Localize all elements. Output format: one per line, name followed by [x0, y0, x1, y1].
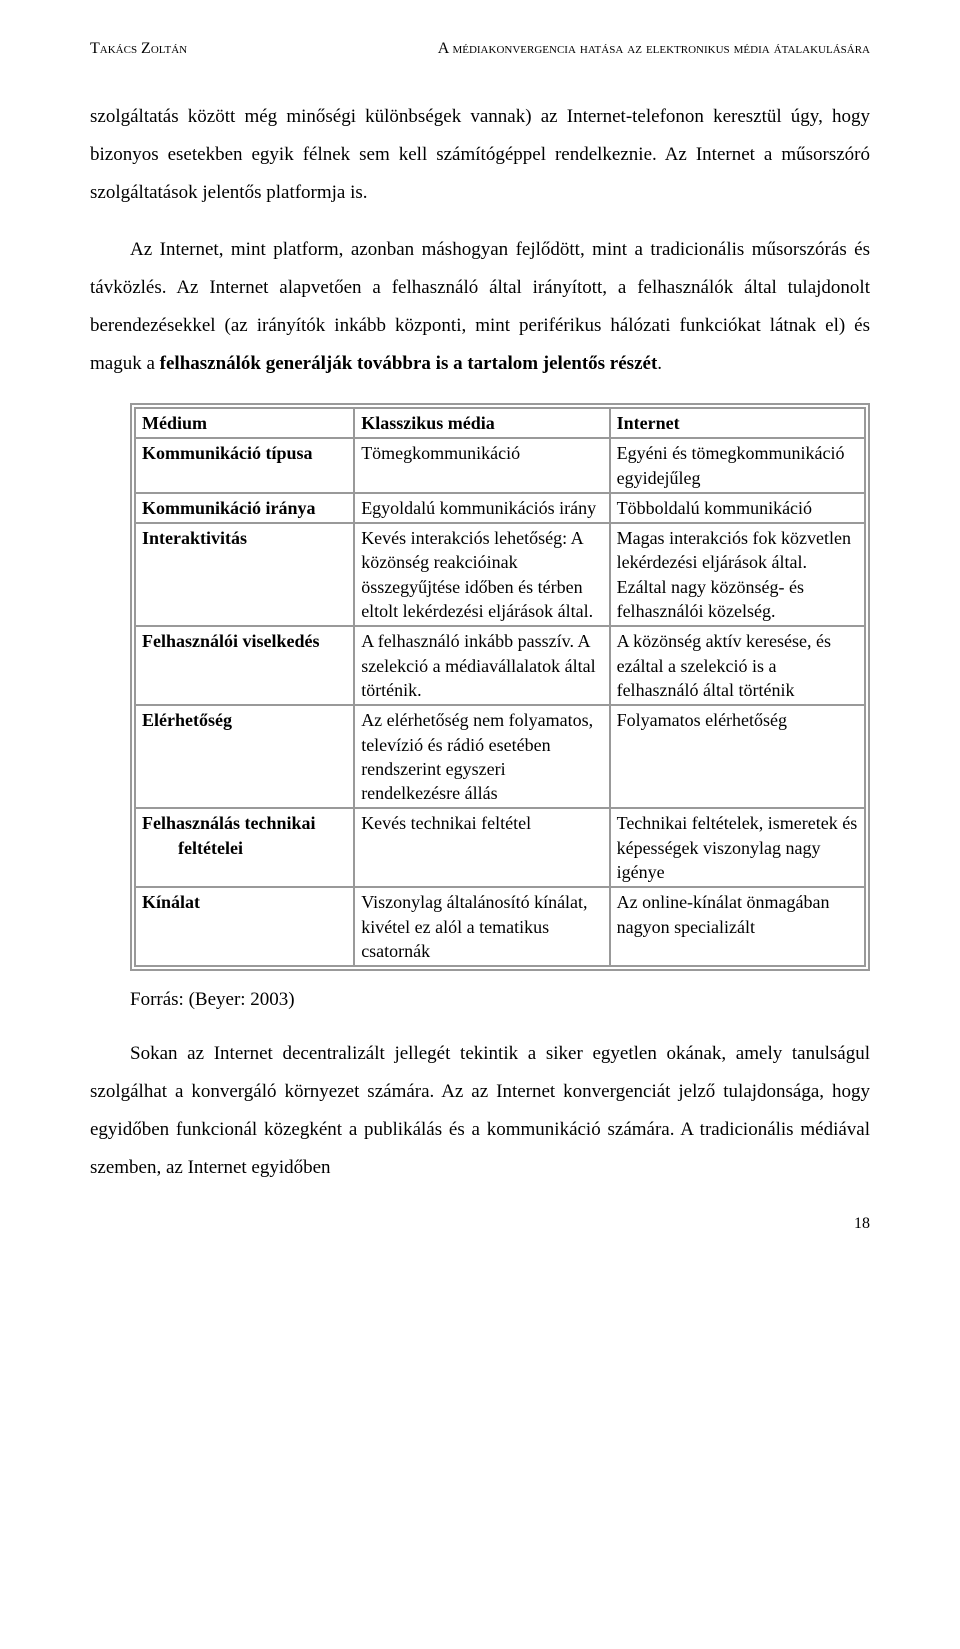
comparison-table: MédiumKlasszikus médiaInternetKommunikác…	[134, 407, 866, 967]
table-row: ElérhetőségAz elérhetőség nem folyamatos…	[136, 706, 864, 807]
table-row: Kommunikáció irányaEgyoldalú kommunikáci…	[136, 494, 864, 522]
table-cell: Kommunikáció iránya	[136, 494, 353, 522]
page-header: Takács Zoltán A médiakonvergencia hatása…	[90, 40, 870, 58]
paragraph-2: Az Internet, mint platform, azonban másh…	[90, 231, 870, 383]
table-cell: A közönség aktív keresése, és ezáltal a …	[611, 627, 864, 704]
page-number: 18	[90, 1215, 870, 1233]
table-cell: A felhasználó inkább passzív. A szelekci…	[355, 627, 608, 704]
paragraph-1: szolgáltatás között még minőségi különbs…	[90, 98, 870, 212]
table-cell: Elérhetőség	[136, 706, 353, 807]
table-cell: Kevés technikai feltétel	[355, 809, 608, 886]
table-header-cell: Klasszikus média	[355, 409, 608, 437]
document-page: Takács Zoltán A médiakonvergencia hatása…	[0, 0, 960, 1273]
header-author: Takács Zoltán	[90, 40, 187, 58]
table-cell: Magas interakciós fok közvetlen lekérdez…	[611, 524, 864, 625]
table-row: Felhasználás technikai feltételeiKevés t…	[136, 809, 864, 886]
table-header-cell: Médium	[136, 409, 353, 437]
table-cell: Egyéni és tömegkommunikáció egyidejűleg	[611, 439, 864, 492]
table-cell: Technikai feltételek, ismeretek és képes…	[611, 809, 864, 886]
table-source: Forrás: (Beyer: 2003)	[130, 989, 870, 1011]
table-cell: Viszonylag általánosító kínálat, kivétel…	[355, 888, 608, 965]
table-cell: Az online-kínálat önmagában nagyon speci…	[611, 888, 864, 965]
table-cell: Folyamatos elérhetőség	[611, 706, 864, 807]
table-cell: Kevés interakciós lehetőség: A közönség …	[355, 524, 608, 625]
paragraph-2-bold: felhasználók generálják továbbra is a ta…	[160, 353, 658, 374]
table-cell: Az elérhetőség nem folyamatos, televízió…	[355, 706, 608, 807]
table-cell: Felhasználói viselkedés	[136, 627, 353, 704]
table-header-row: MédiumKlasszikus médiaInternet	[136, 409, 864, 437]
table-cell: Többoldalú kommunikáció	[611, 494, 864, 522]
table-header-cell: Internet	[611, 409, 864, 437]
table-cell: Interaktivitás	[136, 524, 353, 625]
table-row: InteraktivitásKevés interakciós lehetősé…	[136, 524, 864, 625]
table-cell: Egyoldalú kommunikációs irány	[355, 494, 608, 522]
table-cell: Kommunikáció típusa	[136, 439, 353, 492]
table-row: Kommunikáció típusaTömegkommunikációEgyé…	[136, 439, 864, 492]
table-cell: Tömegkommunikáció	[355, 439, 608, 492]
paragraph-2-end: .	[657, 353, 662, 374]
comparison-table-wrap: MédiumKlasszikus médiaInternetKommunikác…	[130, 403, 870, 971]
table-row: Felhasználói viselkedésA felhasználó ink…	[136, 627, 864, 704]
table-row: KínálatViszonylag általánosító kínálat, …	[136, 888, 864, 965]
table-cell: Felhasználás technikai feltételei	[136, 809, 353, 886]
table-cell: Kínálat	[136, 888, 353, 965]
header-title: A médiakonvergencia hatása az elektronik…	[438, 40, 870, 58]
body-block: szolgáltatás között még minőségi különbs…	[90, 98, 870, 383]
closing-paragraph: Sokan az Internet decentralizált jellegé…	[90, 1035, 870, 1187]
